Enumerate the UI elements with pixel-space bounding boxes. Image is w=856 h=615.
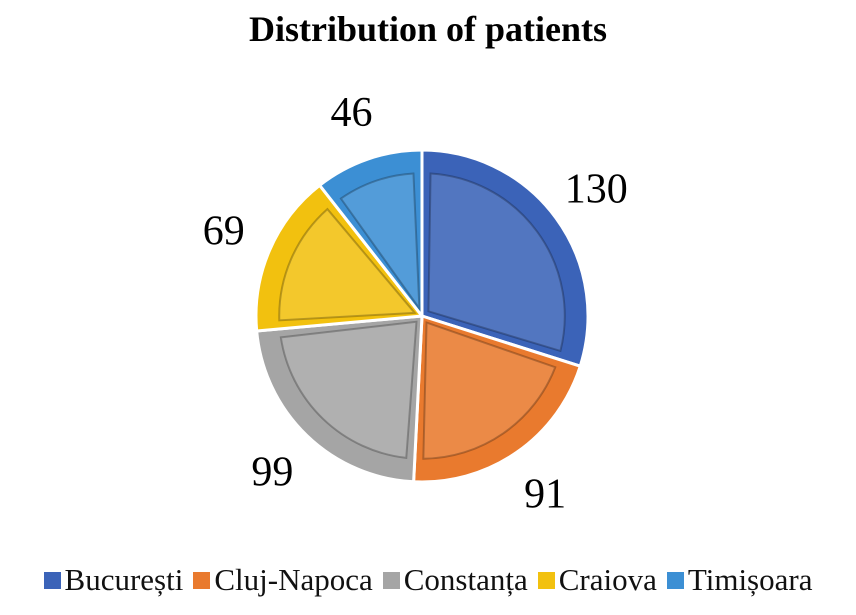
legend-item: Craiova — [537, 562, 657, 598]
legend-swatch — [43, 571, 61, 589]
legend-item: Timișoara — [666, 562, 813, 598]
chart-title: Distribution of patients — [248, 9, 608, 49]
data-label-1: 91 — [524, 471, 566, 517]
legend-label: Timișoara — [687, 562, 813, 597]
legend-label: Constanța — [403, 562, 528, 597]
legend-swatch — [193, 571, 211, 589]
legend-swatch — [666, 571, 684, 589]
pie-slice-bevel-3 — [278, 207, 417, 322]
pie-slice-4 — [317, 148, 424, 321]
legend-item: Constanța — [382, 562, 528, 598]
pie-slice-bevel-4 — [339, 172, 421, 312]
legend-item: Cluj-Napoca — [193, 562, 373, 598]
legend-swatch — [382, 571, 400, 589]
pie-slice-3 — [254, 183, 425, 333]
legend-label: București — [64, 562, 184, 597]
pie-slice-1 — [412, 313, 583, 484]
legend-swatch — [537, 571, 555, 589]
legend-label: Craiova — [558, 562, 657, 597]
data-label-3: 69 — [203, 208, 245, 254]
legend-label: Cluj-Napoca — [214, 562, 373, 597]
pie-slice-bevel-2 — [279, 320, 418, 459]
data-label-0: 130 — [565, 166, 628, 212]
pie-slice-bevel-1 — [422, 321, 557, 460]
pie-slice-2 — [255, 314, 424, 484]
legend-item: București — [43, 562, 184, 598]
legend: București Cluj-Napoca Constanța Craiova Timi… — [0, 562, 856, 598]
data-label-2: 99 — [251, 450, 293, 496]
pie-slice-bevel-0 — [427, 172, 566, 353]
data-label-4: 46 — [331, 90, 373, 136]
pie-slice-0 — [420, 148, 590, 369]
